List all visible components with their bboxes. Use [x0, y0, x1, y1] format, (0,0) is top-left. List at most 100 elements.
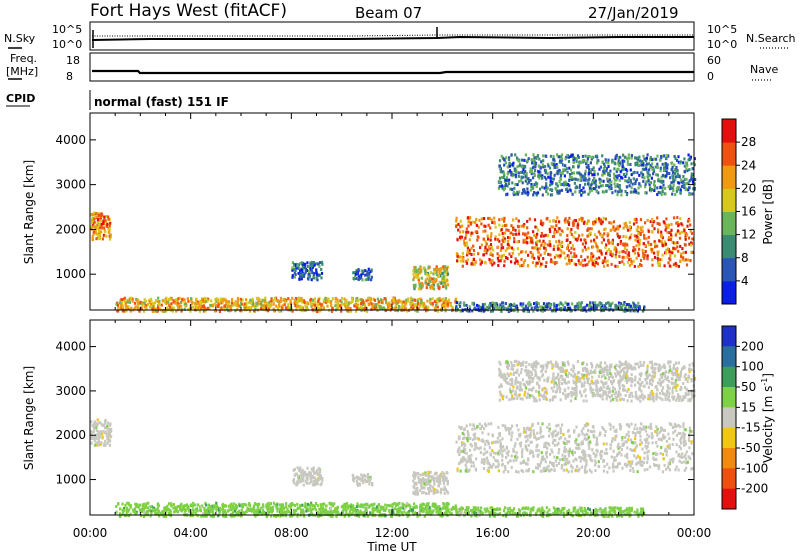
velocity-cell [90, 420, 93, 424]
power-cell [652, 168, 655, 172]
power-cell [581, 217, 584, 220]
power-cell [686, 169, 689, 173]
power-cell [555, 261, 559, 265]
power-cell [506, 242, 509, 246]
power-cell [258, 298, 261, 302]
power-cell [587, 166, 590, 170]
power-cell [368, 303, 371, 307]
power-cell [688, 219, 691, 223]
power-cell [548, 219, 551, 223]
power-cell [567, 243, 570, 247]
power-cell [640, 171, 643, 175]
velocity-cell [317, 467, 320, 470]
power-cell [630, 173, 633, 177]
power-cell [352, 277, 356, 281]
power-cell [598, 219, 601, 223]
power-cell [121, 307, 125, 311]
power-cell [255, 304, 258, 308]
power-cell [690, 231, 694, 235]
power-cell [660, 230, 663, 234]
power-cell [613, 167, 616, 171]
power-cell [632, 222, 636, 226]
velocity-cell [609, 427, 612, 431]
velocity-cell [627, 434, 630, 438]
power-cell [376, 297, 379, 301]
power-cell [165, 306, 169, 310]
power-cell [457, 222, 460, 226]
power-cell [605, 167, 608, 170]
velocity-cell [656, 433, 659, 437]
power-cell [674, 233, 677, 237]
power-cell [572, 165, 575, 169]
power-cell [660, 156, 663, 159]
power-cell [629, 235, 632, 239]
power-cell [673, 155, 676, 158]
power-cell [312, 273, 315, 277]
power-cell [531, 252, 534, 256]
power-cell [630, 233, 633, 237]
power-cell [667, 226, 670, 229]
power-cell [226, 307, 229, 311]
velocity-cell [636, 454, 639, 458]
power-cell [611, 159, 614, 162]
power-cell [393, 296, 396, 300]
power-cell [545, 261, 548, 265]
power-cell [533, 233, 536, 237]
power-cell [660, 240, 663, 243]
power-cell [615, 227, 618, 231]
power-cell [488, 258, 491, 261]
velocity-cell [668, 437, 671, 440]
power-cell [660, 234, 663, 238]
power-cell [584, 182, 587, 186]
power-cell [500, 184, 503, 188]
velocity-cell [615, 430, 618, 433]
power-cell [581, 154, 584, 158]
power-cell [102, 222, 105, 226]
power-cell [198, 309, 201, 313]
power-cell [299, 261, 302, 265]
power-cell [653, 240, 656, 244]
power-cell [94, 231, 97, 235]
velocity-cell [574, 441, 577, 445]
power-cell [305, 306, 308, 310]
power-cell [618, 261, 621, 264]
power-cell [539, 305, 542, 309]
power-cell [679, 244, 682, 248]
power-cell [609, 307, 612, 311]
power-cell [676, 159, 679, 162]
velocity-cell [584, 465, 587, 469]
power-cell [411, 303, 414, 307]
power-cell [517, 232, 521, 236]
velocity-cell [583, 470, 586, 474]
power-cell [549, 176, 552, 180]
power-cell [678, 236, 682, 240]
power-cell [435, 267, 438, 271]
velocity-cell [465, 451, 468, 455]
power-cell [564, 157, 567, 161]
power-cell [595, 235, 598, 239]
power-cell [684, 235, 687, 239]
velocity-cell [603, 464, 606, 468]
velocity-cell [683, 455, 686, 459]
velocity-cell [362, 481, 365, 485]
power-cell [556, 244, 559, 248]
velocity-cell [529, 433, 532, 437]
power-cell [617, 156, 620, 160]
velocity-cell [103, 442, 106, 446]
power-cell [91, 237, 94, 241]
velocity-cell [108, 443, 111, 447]
power-cell [652, 157, 655, 161]
velocity-cell [502, 470, 505, 474]
power-cell [445, 302, 448, 306]
power-cell [500, 256, 503, 260]
power-cell [208, 307, 211, 310]
velocity-cell [585, 462, 588, 466]
power-cell [91, 235, 94, 239]
power-cell [547, 234, 550, 238]
power-cell [600, 251, 603, 255]
power-cell [482, 253, 485, 257]
power-cell [482, 304, 485, 308]
power-cell [626, 160, 629, 164]
power-cell [611, 252, 614, 256]
power-cell [646, 162, 649, 166]
